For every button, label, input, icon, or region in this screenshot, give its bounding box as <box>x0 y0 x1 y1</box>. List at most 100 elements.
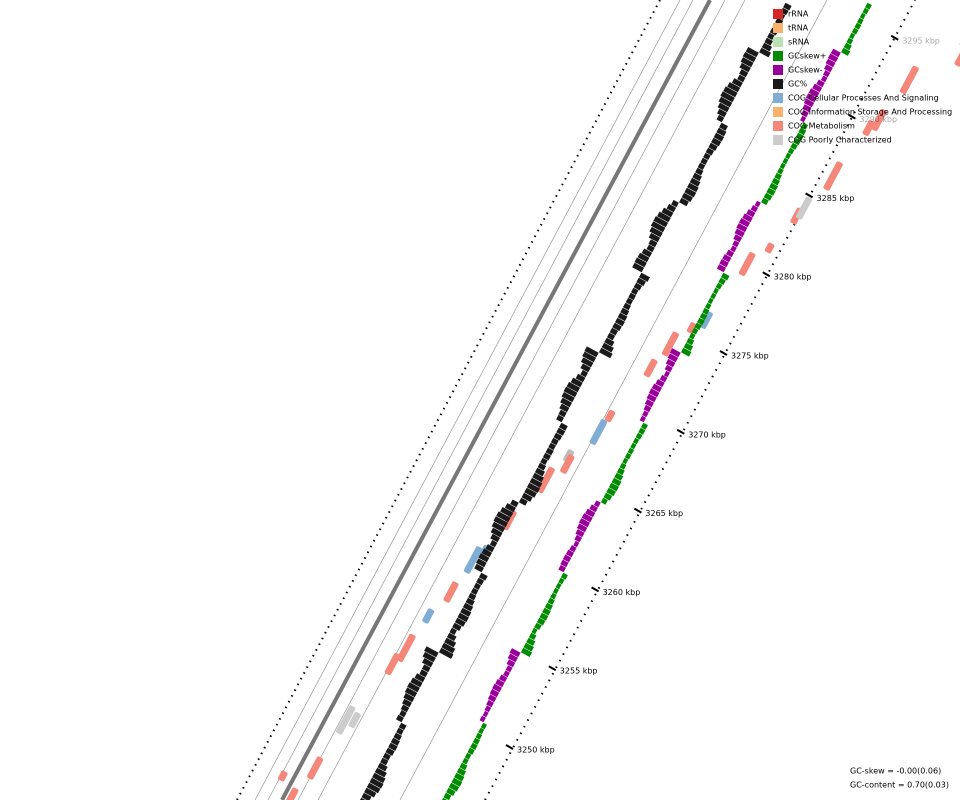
gc-skew <box>846 37 854 45</box>
gc-content <box>598 347 613 359</box>
gc-content <box>646 244 655 253</box>
gene <box>871 108 887 132</box>
gc-content <box>681 192 693 202</box>
gc-content <box>385 747 395 756</box>
gc-skew <box>859 12 866 20</box>
gc-content <box>410 677 423 688</box>
gc-skew <box>688 332 696 340</box>
gc-skew <box>503 670 510 678</box>
gc-skew <box>484 705 492 713</box>
gc-content <box>561 391 575 403</box>
gc-content <box>400 704 410 713</box>
gc-content <box>700 157 708 165</box>
gc-content <box>560 397 573 408</box>
gc-skew <box>475 732 483 740</box>
gc-skew <box>651 383 663 393</box>
tick-label: 3265 kbp <box>645 509 683 518</box>
gc-content <box>478 572 488 581</box>
gc-content <box>449 627 457 635</box>
gene <box>463 546 483 574</box>
legend-swatch <box>773 51 783 61</box>
gc-skew <box>669 348 681 358</box>
gc-skew <box>642 410 649 418</box>
gc-content <box>558 409 567 418</box>
gc-content <box>739 62 751 73</box>
legend-label: GCskew- <box>788 66 823 75</box>
gc-content <box>474 563 485 573</box>
gc-content <box>476 577 485 586</box>
gene <box>686 322 697 334</box>
gc-skew <box>638 427 646 435</box>
gc-skew <box>774 172 782 180</box>
gc-skew <box>498 674 508 683</box>
gc-content <box>465 597 475 606</box>
gc-content <box>718 96 733 108</box>
gc-content <box>697 162 706 171</box>
major-tick <box>805 192 814 199</box>
gc-skew <box>644 399 655 408</box>
gene <box>396 633 416 663</box>
gc-content <box>636 277 646 287</box>
gc-skew-stat: GC-skew = -0.00(0.06) <box>850 767 941 776</box>
gc-skew <box>520 647 533 657</box>
major-tick <box>719 350 728 356</box>
gc-skew <box>608 482 619 492</box>
gc-content <box>496 511 511 523</box>
gc-skew <box>585 508 596 518</box>
gc-skew <box>648 388 660 398</box>
gc-skew <box>787 147 795 155</box>
gc-skew <box>746 209 756 218</box>
gc-skew <box>738 218 751 228</box>
gc-skew <box>544 602 553 611</box>
gc-content <box>759 47 771 58</box>
gc-content <box>708 142 718 151</box>
tick-labels: 3250 kbp 3255 kbp 3260 kbp 3265 kbp 3270 kbp… <box>505 34 940 755</box>
legend-swatch <box>773 23 783 33</box>
gc-content <box>638 272 650 282</box>
gc-content <box>731 78 743 88</box>
gc-skew <box>589 504 599 513</box>
gc-content <box>716 108 727 118</box>
gene <box>307 756 324 780</box>
gc-skew <box>531 627 538 635</box>
legend-label: COG Metabolism <box>788 122 855 131</box>
gc-skew <box>489 688 500 698</box>
gc-skew <box>624 452 632 460</box>
gc-skew <box>750 205 759 213</box>
gene <box>699 311 713 329</box>
gc-content <box>473 582 481 590</box>
gc-content <box>717 102 730 113</box>
gc-content <box>723 86 738 98</box>
gc-skew <box>812 83 823 93</box>
gc-content <box>537 462 547 471</box>
gc-content <box>575 373 586 383</box>
gene <box>643 358 658 378</box>
gene <box>560 454 575 474</box>
gc-skew <box>754 200 761 208</box>
legend-label: sRNA <box>788 38 810 47</box>
tick-label: 3280 kbp <box>774 273 812 282</box>
gc-skew <box>849 32 856 40</box>
gc-skew <box>462 757 469 765</box>
gc-content <box>630 287 639 295</box>
gc-skew <box>841 47 851 56</box>
gc-skew <box>606 487 616 497</box>
gc-skew <box>707 297 714 305</box>
gc-content <box>609 327 619 336</box>
gc-skew <box>825 58 836 68</box>
gc-content <box>534 467 545 477</box>
gc-skew <box>801 122 809 130</box>
gc-content <box>422 657 434 668</box>
outer-ticks <box>236 0 661 800</box>
gene <box>954 45 960 67</box>
gc-content <box>737 74 746 83</box>
gc-content <box>584 346 599 358</box>
gc-skew <box>479 715 486 723</box>
gc-skew <box>680 347 692 357</box>
gc-content <box>671 199 679 208</box>
gc-content <box>628 292 636 301</box>
gc-content <box>366 782 381 794</box>
gc-skew <box>456 767 467 776</box>
gc-content <box>692 172 702 182</box>
gc-content <box>361 792 372 800</box>
